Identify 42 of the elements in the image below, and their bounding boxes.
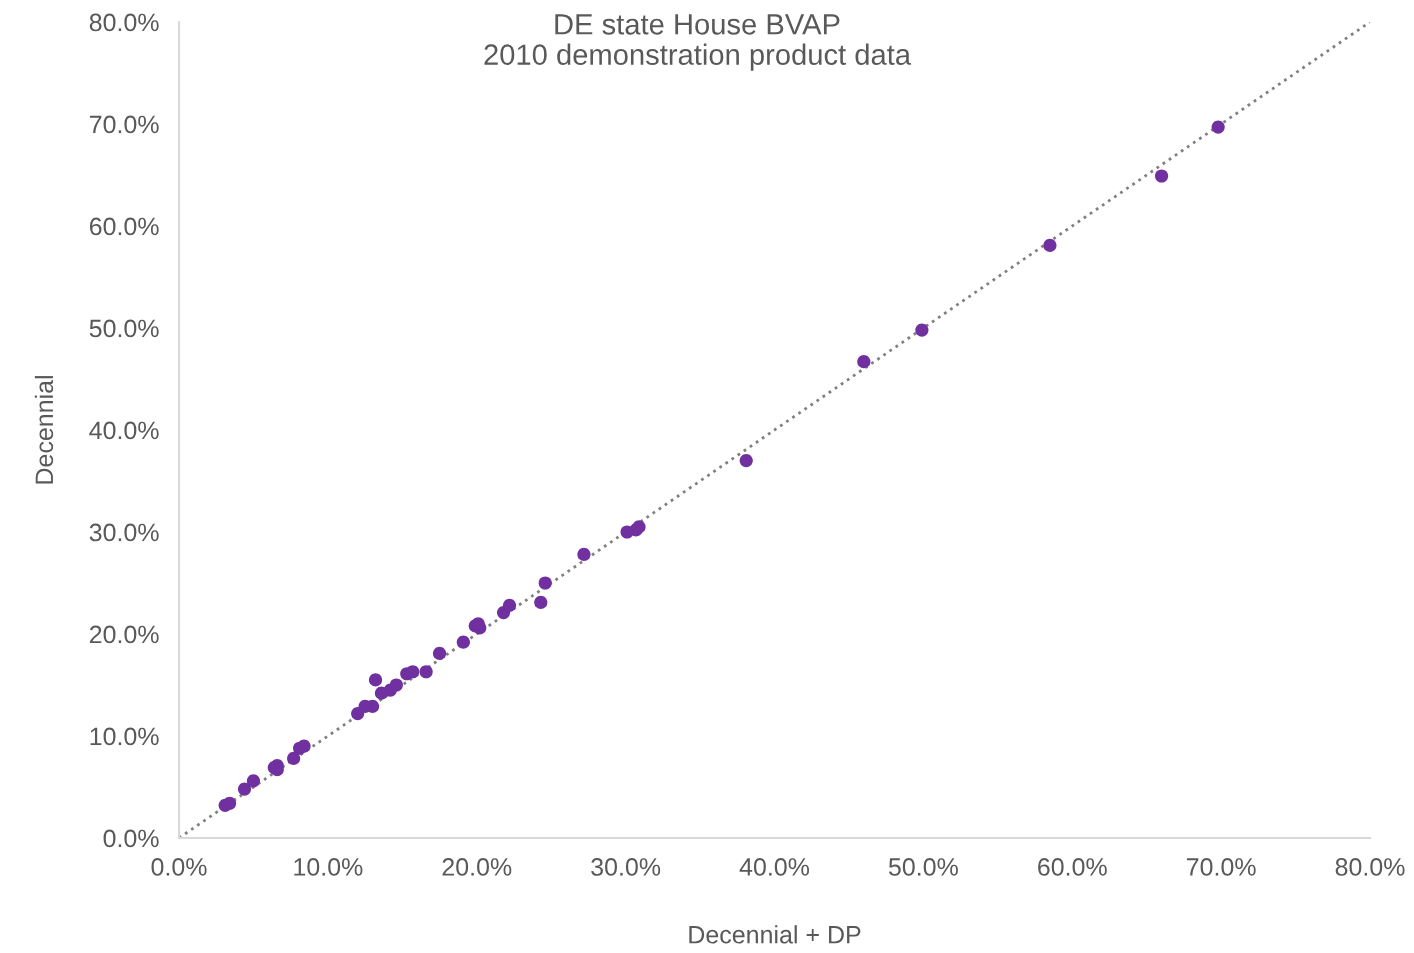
x-tick-label: 0.0% [151, 858, 207, 876]
y-tick-label: 0.0% [103, 829, 159, 848]
point [237, 782, 252, 796]
y-tick-label: 30.0% [89, 523, 159, 542]
y-tick-label: 50.0% [89, 319, 159, 338]
point [456, 635, 470, 649]
x-tick-label: 10.0% [294, 858, 363, 876]
x-tick-label: 20.0% [442, 858, 512, 876]
x-tick-label: 60.0% [1038, 858, 1107, 876]
point [406, 665, 420, 679]
point [577, 547, 591, 562]
point [419, 665, 433, 679]
y-tick-label: 20.0% [89, 625, 159, 644]
point [287, 751, 301, 766]
y-tick-label: 70.0% [89, 115, 159, 134]
point [297, 739, 311, 753]
point [389, 678, 403, 692]
point [1154, 169, 1169, 183]
y-tick-label: 40.0% [89, 421, 159, 440]
x-tick-label: 80.0% [1335, 858, 1405, 876]
point [1043, 238, 1057, 252]
point [223, 796, 237, 810]
x-tick-label: 40.0% [739, 858, 810, 876]
point [1211, 120, 1225, 134]
point [502, 598, 517, 613]
point [739, 454, 753, 468]
x-tick-label: 50.0% [888, 858, 958, 876]
point [915, 323, 929, 337]
point [857, 355, 871, 369]
y-axis-title: Decennial [34, 376, 54, 484]
point [246, 774, 261, 788]
y-tick-label: 10.0% [90, 727, 159, 746]
point [368, 673, 383, 687]
x-tick-label: 70.0% [1186, 858, 1256, 876]
point [538, 576, 552, 590]
y-tick-label: 80.0% [89, 13, 159, 32]
x-tick-label: 30.0% [591, 858, 661, 876]
x-axis-title: Decennial + DP [689, 925, 861, 944]
y-tick-label: 60.0% [89, 217, 159, 236]
chart-title: DE state House BVAP 2010 demonstration product data [484, 14, 912, 71]
point [534, 595, 548, 609]
point [432, 646, 447, 660]
